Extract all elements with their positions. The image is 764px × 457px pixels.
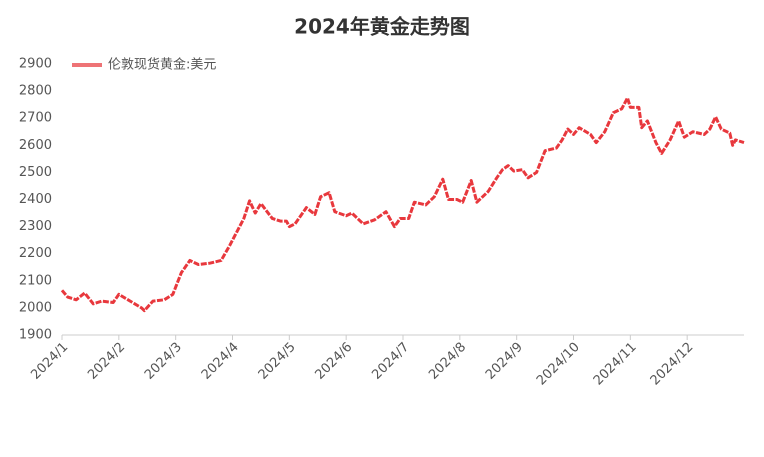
y-tick-label: 2000 [19,300,52,315]
x-tick-label: 2024/9 [483,340,526,383]
y-tick-label: 1900 [19,328,52,343]
y-tick-label: 2500 [19,165,52,180]
x-tick-label: 2024/5 [256,340,299,383]
y-tick-label: 2700 [19,111,52,126]
x-tick-label: 2024/10 [534,340,583,389]
y-tick-label: 2900 [19,57,52,72]
x-tick-label: 2024/4 [199,340,242,383]
x-tick-label: 2024/1 [28,340,71,383]
legend-label: 伦敦现货黄金:美元 [108,57,216,73]
x-tick-label: 2024/2 [85,340,128,383]
x-tick-label: 2024/7 [369,340,412,383]
x-tick-label: 2024/3 [142,340,185,383]
y-tick-label: 2100 [19,273,52,288]
y-tick-label: 2400 [19,192,52,207]
y-tick-label: 2300 [19,219,52,234]
x-tick-label: 2024/6 [313,340,356,383]
x-tick-label: 2024/11 [591,340,640,389]
x-tick-label: 2024/8 [426,340,469,383]
y-tick-label: 2800 [19,84,52,99]
y-tick-label: 2200 [19,246,52,261]
x-tick-label: 2024/12 [648,340,697,389]
y-tick-label: 2600 [19,138,52,153]
chart-title: 2024年黄金走势图 [294,15,470,39]
line-series [60,96,745,313]
